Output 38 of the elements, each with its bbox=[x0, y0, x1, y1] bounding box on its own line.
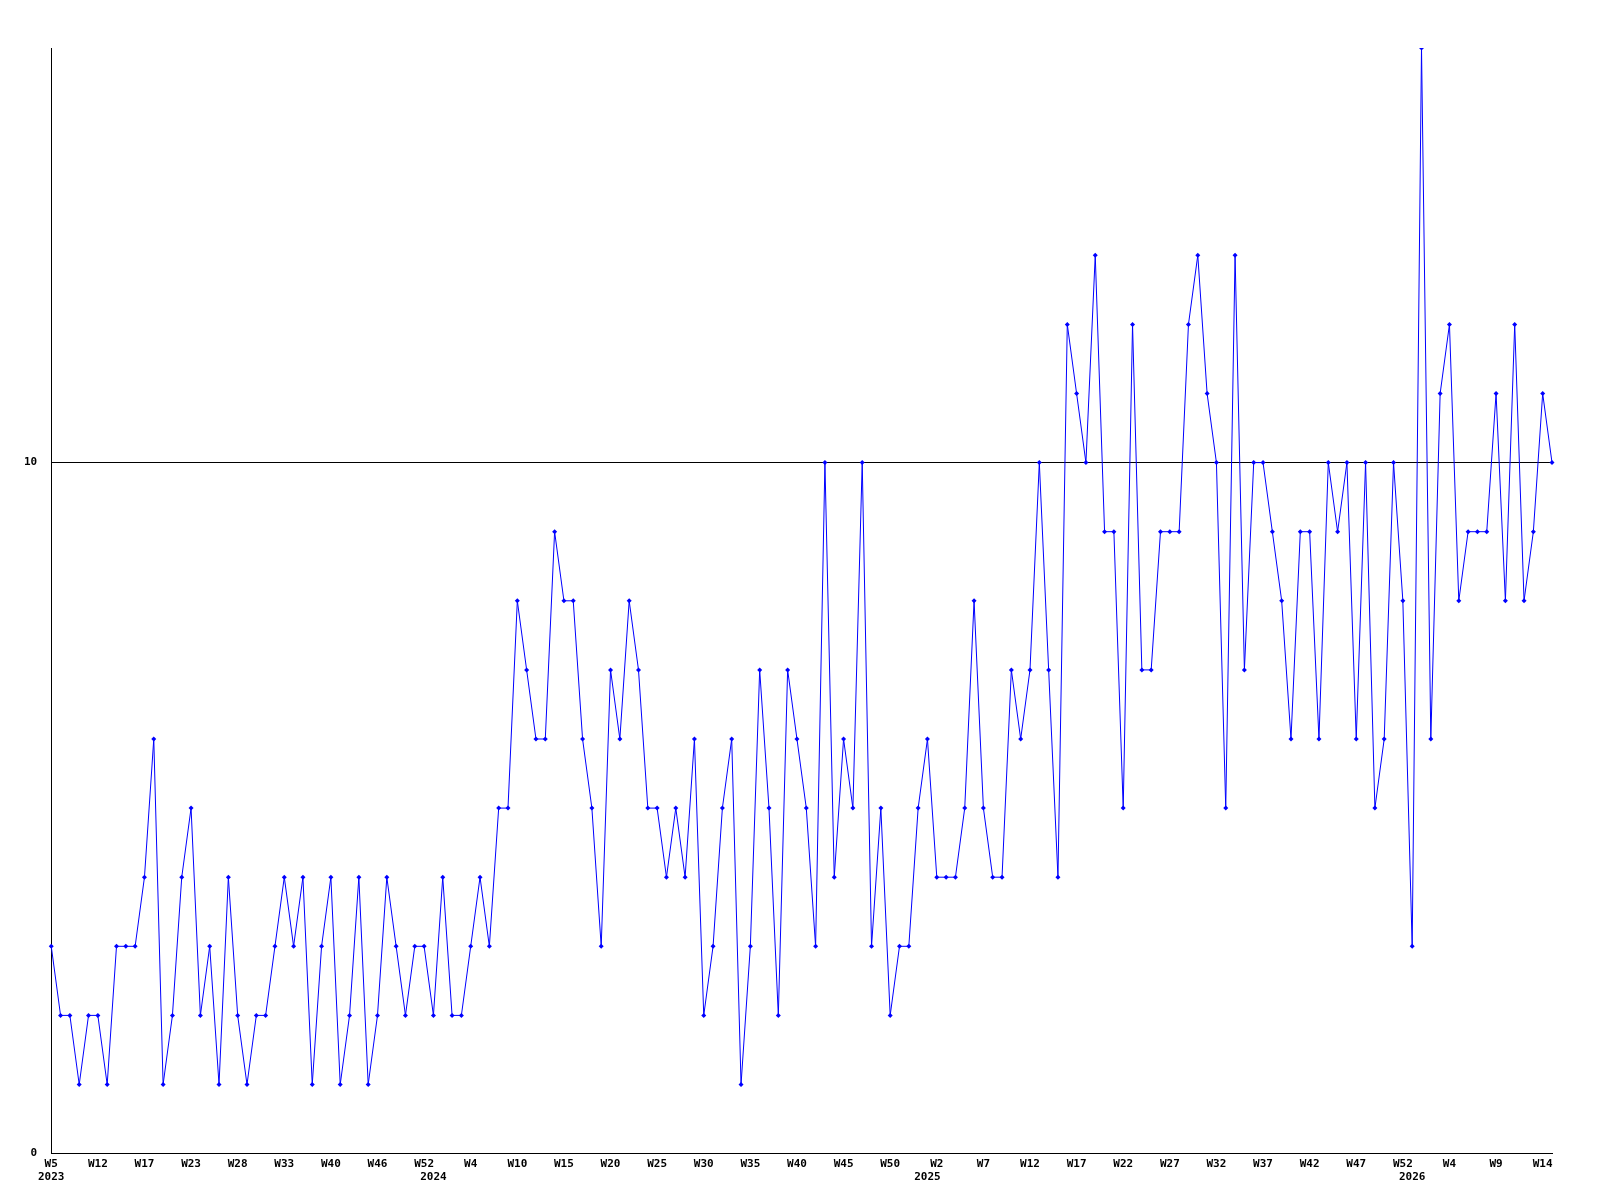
x-tick-label: W17 bbox=[1066, 1157, 1087, 1171]
x-tick-label: W28 bbox=[227, 1157, 248, 1171]
x-tick-label: W45 bbox=[833, 1157, 854, 1171]
x-tick-label: W12 bbox=[1020, 1157, 1040, 1171]
x-tick-label: W47 bbox=[1346, 1157, 1367, 1171]
x-tick-label: 2025 bbox=[914, 1170, 941, 1184]
x-tick-label: W15 bbox=[553, 1157, 574, 1171]
x-tick-label: W37 bbox=[1253, 1157, 1273, 1171]
x-tick-label: W7 bbox=[976, 1157, 991, 1171]
x-tick-label: W4 bbox=[464, 1157, 478, 1171]
x-tick-label: W27 bbox=[1159, 1157, 1180, 1171]
x-tick-label: W12 bbox=[87, 1157, 108, 1171]
x-tick-label: W25 bbox=[647, 1157, 668, 1171]
x-tick-label: W20 bbox=[600, 1157, 621, 1171]
x-tick-label: 2026 bbox=[1398, 1170, 1426, 1184]
x-tick-label: W52 bbox=[414, 1157, 435, 1171]
y-tick-label: 10 bbox=[24, 455, 38, 469]
x-tick-label: W52 bbox=[1392, 1157, 1413, 1171]
x-tick-label: 2024 bbox=[420, 1170, 448, 1184]
x-tick-label: W40 bbox=[787, 1157, 807, 1171]
x-tick-label: W22 bbox=[1113, 1157, 1134, 1171]
x-tick-label: W32 bbox=[1206, 1157, 1227, 1171]
x-tick-label: W30 bbox=[693, 1157, 714, 1171]
x-tick-label: W50 bbox=[880, 1157, 901, 1171]
x-tick-label: W46 bbox=[367, 1157, 388, 1171]
x-tick-label: W9 bbox=[1489, 1157, 1503, 1171]
x-tick-label: W14 bbox=[1532, 1157, 1553, 1171]
x-tick-label: W17 bbox=[134, 1157, 155, 1171]
x-tick-label: W35 bbox=[740, 1157, 761, 1171]
x-tick-label: W2 bbox=[930, 1157, 944, 1171]
x-tick-label: W4 bbox=[1442, 1157, 1457, 1171]
x-tick-label: W42 bbox=[1299, 1157, 1320, 1171]
x-tick-label: W10 bbox=[507, 1157, 528, 1171]
x-tick-label: W5 2023 bbox=[38, 1157, 65, 1184]
y-tick-label: 0 bbox=[30, 1146, 38, 1160]
x-tick-label: W40 bbox=[320, 1157, 341, 1171]
x-tick-label: W23 bbox=[181, 1157, 201, 1171]
x-tick-label: W33 bbox=[274, 1157, 295, 1171]
